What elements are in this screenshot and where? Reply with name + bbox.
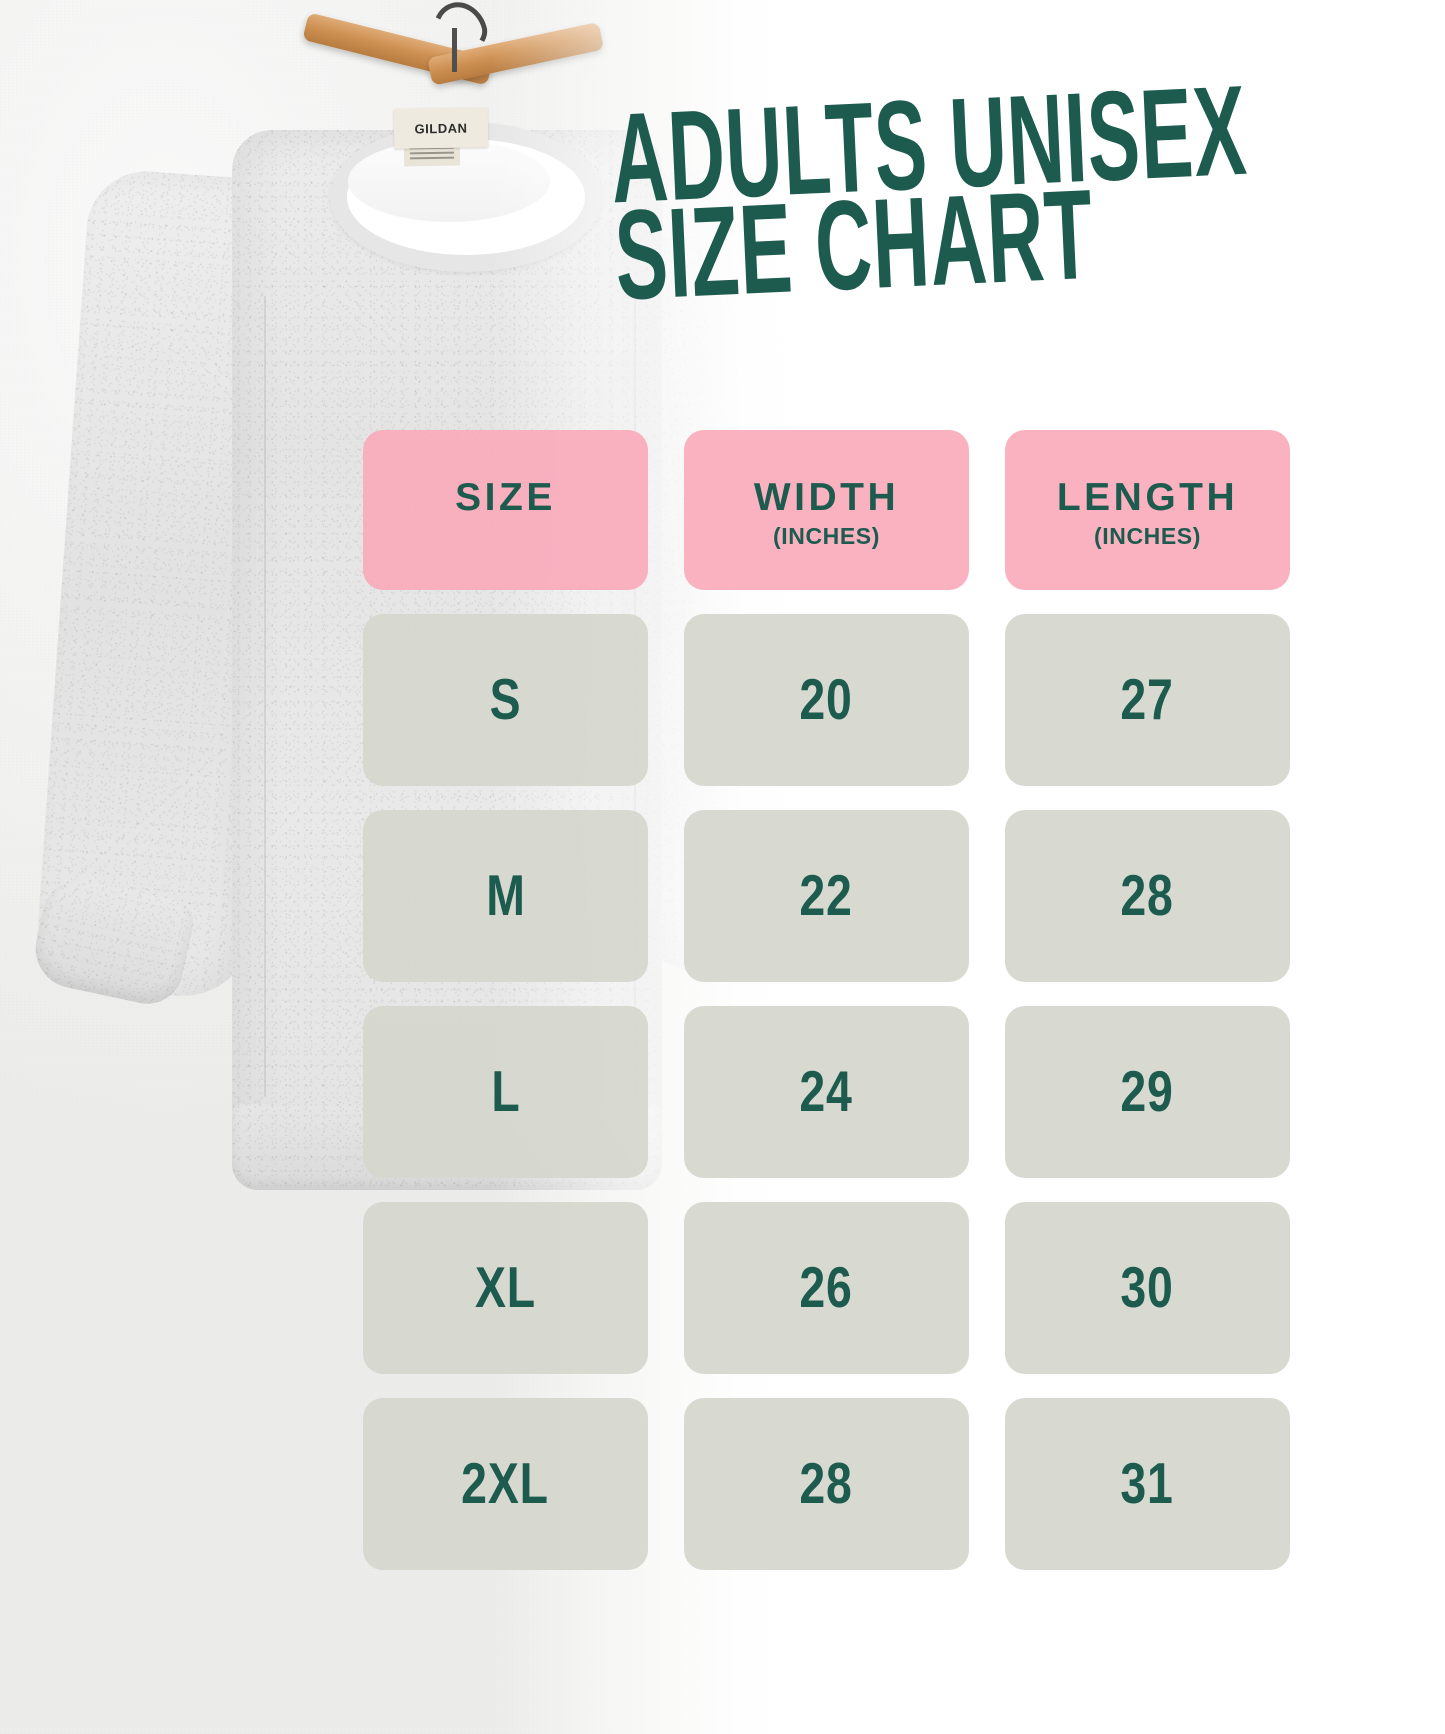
cell-length: 29: [1005, 1006, 1290, 1178]
cell-value: 29: [1120, 1060, 1175, 1124]
cell-size: M: [363, 810, 648, 982]
cell-size: S: [363, 614, 648, 786]
cell-length: 30: [1005, 1202, 1290, 1374]
cell-value: M: [485, 864, 526, 928]
cell-size: 2XL: [363, 1398, 648, 1570]
header-sub-width: (INCHES): [772, 523, 881, 549]
brand-label-text: GILDAN: [414, 120, 468, 136]
cell-length: 31: [1005, 1398, 1290, 1570]
size-chart-table: SIZE WIDTH (INCHES) LENGTH (INCHES) S 20…: [363, 430, 1290, 1570]
cell-width: 24: [684, 1006, 969, 1178]
cell-length: 28: [1005, 810, 1290, 982]
table-row: M 22 28: [363, 810, 1290, 982]
cell-value: 2XL: [461, 1452, 550, 1516]
cell-width: 22: [684, 810, 969, 982]
table-row: L 24 29: [363, 1006, 1290, 1178]
cell-value: 26: [799, 1256, 854, 1320]
header-cell-size: SIZE: [363, 430, 648, 590]
cell-value: L: [490, 1060, 521, 1124]
page-title: ADULTS UNISEX SIZE CHART: [608, 58, 1411, 327]
cell-size: XL: [363, 1202, 648, 1374]
header-label-size: SIZE: [455, 476, 556, 519]
cell-length: 27: [1005, 614, 1290, 786]
cell-value: 24: [799, 1060, 854, 1124]
cell-value: 28: [1120, 864, 1175, 928]
cell-value: 31: [1120, 1452, 1175, 1516]
cell-value: S: [489, 668, 522, 732]
table-row: S 20 27: [363, 614, 1290, 786]
cell-value: XL: [474, 1256, 537, 1320]
header-cell-length: LENGTH (INCHES): [1005, 430, 1290, 590]
header-label-width: WIDTH: [753, 476, 900, 519]
cell-width: 20: [684, 614, 969, 786]
table-header-row: SIZE WIDTH (INCHES) LENGTH (INCHES): [363, 430, 1290, 590]
cell-value: 22: [799, 864, 854, 928]
side-seam-left: [264, 296, 266, 1096]
cell-width: 28: [684, 1398, 969, 1570]
header-label-length: LENGTH: [1056, 476, 1239, 519]
page-title-line-2: SIZE CHART: [611, 162, 1097, 327]
brand-label: GILDAN: [393, 107, 489, 149]
cell-size: L: [363, 1006, 648, 1178]
table-row: XL 26 30: [363, 1202, 1290, 1374]
cell-value: 30: [1120, 1256, 1175, 1320]
cell-width: 26: [684, 1202, 969, 1374]
cell-value: 20: [799, 668, 854, 732]
header-cell-width: WIDTH (INCHES): [684, 430, 969, 590]
cell-value: 28: [799, 1452, 854, 1516]
cell-value: 27: [1120, 668, 1175, 732]
hanger-stem: [452, 28, 457, 72]
table-row: 2XL 28 31: [363, 1398, 1290, 1570]
header-sub-length: (INCHES): [1093, 523, 1202, 549]
